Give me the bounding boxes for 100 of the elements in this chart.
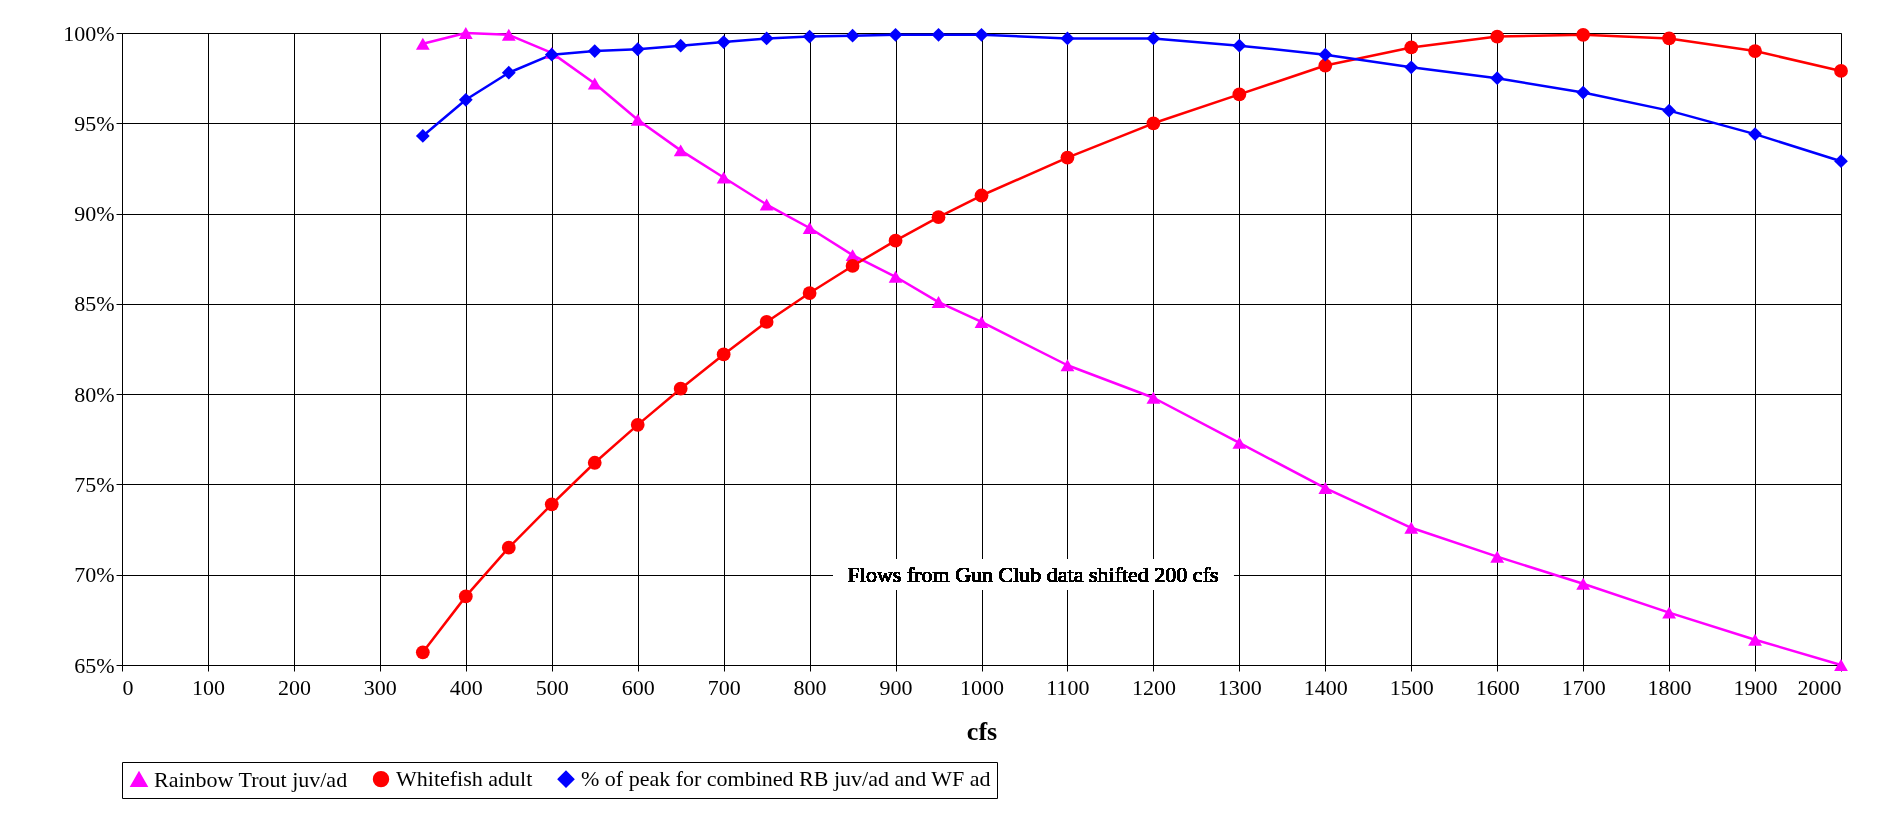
x-tick-label: 600: [621, 674, 655, 700]
point: [1232, 436, 1247, 449]
point: [1146, 116, 1161, 131]
point: [974, 27, 989, 42]
point: [931, 210, 946, 225]
y-tick-label: 75%: [74, 471, 115, 497]
point: [759, 315, 774, 329]
point: [716, 347, 731, 362]
point: [1318, 47, 1333, 62]
y-tick-label: 85%: [74, 291, 115, 317]
x-tick-label: 1800: [1647, 674, 1692, 700]
point: [630, 417, 645, 432]
point: [415, 645, 430, 660]
point: [1404, 40, 1419, 55]
legend-label: Whitefish adult: [396, 766, 533, 792]
legend-label: Rainbow Trout juv/ad: [154, 766, 348, 792]
point: [1318, 58, 1333, 73]
point: [802, 286, 817, 300]
y-tick-label: 95%: [74, 110, 115, 136]
x-tick-label: 500: [535, 674, 569, 700]
x-tick-label: 1000: [960, 674, 1004, 700]
point: [716, 35, 731, 49]
x-tick-label: 200: [277, 674, 311, 700]
point: [1576, 85, 1591, 100]
point: [458, 92, 473, 107]
y-tick-label: 80%: [74, 381, 115, 407]
point: [759, 31, 774, 46]
point: [1490, 29, 1505, 44]
point: [974, 188, 989, 203]
x-tick-label: 800: [793, 674, 827, 700]
point: [458, 27, 473, 39]
point: [888, 270, 903, 283]
point: [630, 113, 645, 126]
legend-label: % of peak for combined RB juv/ad and WF ad: [581, 766, 991, 792]
point: [587, 77, 602, 90]
point: [1490, 550, 1505, 563]
x-tick-label: 1500: [1389, 674, 1434, 700]
x-tick-label: 1300: [1217, 674, 1262, 700]
point: [845, 28, 860, 43]
point: [1232, 87, 1247, 102]
y-tick-label: 100%: [63, 20, 115, 46]
point: [415, 129, 430, 143]
x-tick-label: 700: [707, 674, 741, 700]
point: [888, 233, 903, 248]
x-tick-label: 2000: [1797, 674, 1842, 700]
annotation: Flows from Gun Club data shifted 200 cfs: [847, 561, 1219, 587]
point: [673, 38, 688, 53]
point: [1060, 359, 1075, 372]
point: [458, 589, 473, 604]
x-tick-label: 100: [191, 674, 225, 700]
point: [1232, 38, 1247, 53]
point: [716, 171, 731, 184]
point: [1060, 150, 1075, 165]
point: [1404, 521, 1419, 534]
point: [888, 27, 903, 42]
point: [501, 540, 516, 555]
point: [544, 497, 559, 512]
point: [1748, 44, 1762, 58]
x-tick-label: 400: [449, 674, 483, 700]
x-tick-label: 1900: [1733, 674, 1778, 700]
point: [1834, 659, 1848, 671]
point: [501, 28, 516, 41]
x-tick-label: 1100: [1046, 674, 1090, 700]
point: [587, 44, 602, 58]
x-tick-label: 300: [363, 674, 397, 700]
point: [1748, 633, 1762, 646]
x-tick-label: 1600: [1475, 674, 1520, 700]
point: [1318, 482, 1333, 495]
x-tick-label: 900: [879, 674, 913, 700]
x-axis-title: cfs: [966, 716, 998, 746]
y-tick-label: 90%: [74, 201, 115, 227]
point: [673, 144, 688, 157]
point: [1834, 64, 1848, 78]
point: [1490, 71, 1505, 86]
point: [931, 27, 946, 42]
point: [1146, 391, 1161, 404]
point: [673, 381, 688, 396]
point: [1748, 127, 1762, 142]
point: [1662, 103, 1676, 118]
point: [1834, 154, 1848, 169]
y-tick-label: 70%: [74, 562, 115, 588]
point: [415, 37, 430, 50]
point: [1146, 31, 1161, 46]
x-tick-label: 1200: [1131, 674, 1176, 700]
point: [759, 198, 774, 211]
point: [1662, 31, 1676, 46]
point: [1662, 606, 1676, 619]
point: [802, 29, 817, 44]
point: [802, 222, 817, 234]
point: [501, 65, 516, 80]
x-tick-label: 1700: [1561, 674, 1606, 700]
point: [630, 42, 645, 57]
y-tick-label: 65%: [74, 652, 115, 678]
point: [931, 296, 946, 309]
point: [845, 259, 860, 273]
x-tick-label: 1400: [1303, 674, 1348, 700]
point: [1060, 31, 1075, 46]
x-tick-label: 0: [122, 674, 134, 700]
point: [1576, 577, 1591, 590]
point: [1576, 27, 1591, 42]
